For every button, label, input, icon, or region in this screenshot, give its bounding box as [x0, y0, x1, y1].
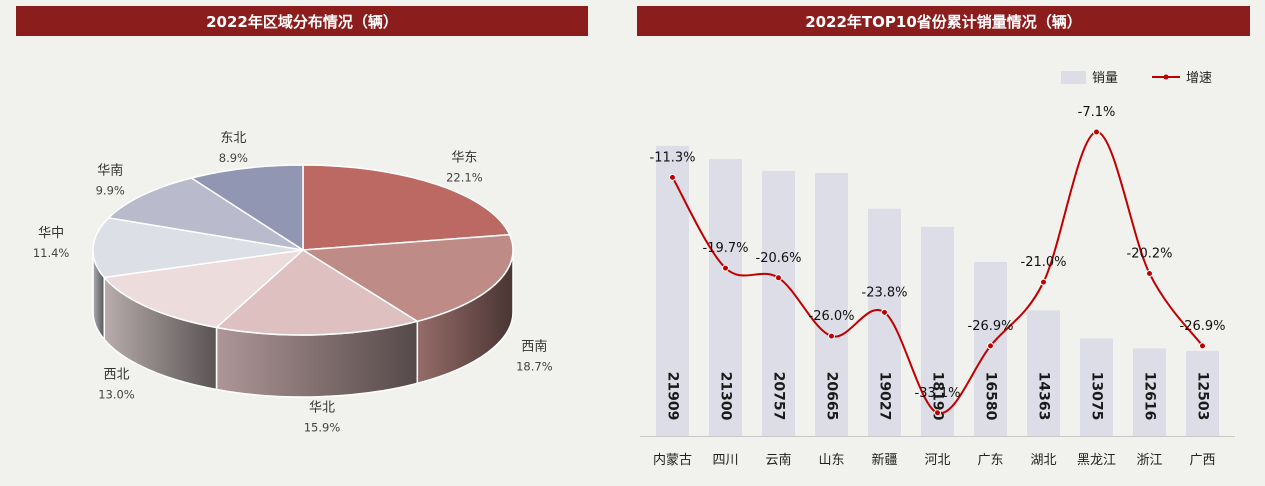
- x-axis: 内蒙古 四川 云南 山东 新疆 河北 广东 湖北 黑龙江 浙江 广西: [640, 436, 1235, 468]
- growth-value-label: -7.1%: [1078, 105, 1116, 120]
- growth-value-label: -11.3%: [650, 150, 696, 165]
- bar-value-label: 21909: [665, 372, 681, 421]
- growth-point: [1093, 128, 1100, 136]
- bar-广西: [1186, 350, 1219, 436]
- pie-slice-华北: [214, 249, 420, 336]
- x-tick-label: 浙江: [1136, 453, 1162, 468]
- pie-slice-西南: [300, 233, 514, 323]
- growth-value-label: -21.0%: [1021, 255, 1067, 270]
- pie-percent-label: 11.4%: [33, 246, 70, 260]
- growth-point: [987, 342, 994, 350]
- pie-slice-华南: [107, 177, 304, 251]
- growth-value-label: -26.9%: [968, 319, 1014, 334]
- pie-slices: [92, 164, 514, 336]
- pie-chart-title: 2022年区域分布情况（辆）: [16, 6, 588, 36]
- bar-value-label: 18190: [930, 372, 946, 421]
- legend-line-label: 增速: [1186, 71, 1212, 86]
- pie-percent-label: 18.7%: [516, 359, 553, 373]
- bar-value-labels: 21909 21300 20757 20665 19027 18190 16580 14363…: [665, 372, 1211, 421]
- pie-percent-label: 8.9%: [219, 151, 248, 165]
- pie-percent-label: 22.1%: [446, 171, 483, 185]
- x-tick-label: 山东: [818, 453, 844, 468]
- growth-value-label: -26.0%: [809, 309, 855, 324]
- pie-walls: [92, 249, 514, 398]
- legend-bar-label: 销量: [1092, 71, 1118, 86]
- bar-value-label: 21300: [718, 372, 734, 421]
- bar-黑龙江: [1080, 338, 1113, 436]
- bar-内蒙古: [656, 145, 689, 436]
- pie-category-label: 西南: [521, 338, 547, 354]
- bar-line-chart-panel: 2022年TOP10省份累计销量情况（辆） 销量 增速 21909 21300 20…: [630, 0, 1265, 486]
- legend: 销量 增速: [1061, 71, 1212, 86]
- bar-value-label: 20665: [824, 372, 840, 421]
- growth-value-label: -20.6%: [756, 251, 802, 266]
- pie-slice-西北: [102, 248, 306, 329]
- x-tick-label: 云南: [765, 452, 791, 468]
- pie-chart: 华东 22.1% 西南 18.7% 华北 15.9% 西北 13.0% 华中 11.4% 华南 9.9…: [33, 131, 553, 435]
- growth-labels: -11.3% -19.7% -20.6% -26.0% -23.8% -33.1% -26.…: [650, 105, 1226, 401]
- growth-value-label: -33.1%: [915, 386, 961, 401]
- growth-point: [934, 409, 941, 417]
- growth-point: [722, 264, 729, 272]
- bar-chart-title: 2022年TOP10省份累计销量情况（辆）: [637, 6, 1250, 36]
- pie-percent-label: 13.0%: [98, 388, 135, 402]
- pie-slice-东北: [189, 164, 304, 252]
- pie-category-label: 华中: [38, 226, 64, 241]
- bar-四川: [709, 159, 742, 436]
- pie-category-label: 西北: [103, 368, 129, 383]
- growth-value-label: -20.2%: [1127, 246, 1173, 261]
- pie-category-label: 华南: [97, 162, 123, 178]
- bar-value-label: 12616: [1142, 372, 1158, 421]
- bar-value-label: 19027: [877, 372, 893, 421]
- pie-labels: 华东 22.1% 西南 18.7% 华北 15.9% 西北 13.0% 华中 11.4% 华南 9.9…: [33, 131, 553, 435]
- bar-value-label: 20757: [771, 372, 787, 421]
- growth-point: [1146, 269, 1153, 277]
- bars: [656, 145, 1219, 436]
- pie-category-label: 东北: [220, 131, 246, 146]
- x-tick-label: 黑龙江: [1077, 453, 1116, 468]
- bar-value-label: 13075: [1089, 372, 1105, 421]
- pie-chart-panel: 2022年区域分布情况（辆） 华东 22.1% 西南 18.7% 华北 15.9% 西北 13…: [0, 0, 600, 486]
- x-tick-label: 内蒙古: [653, 452, 692, 468]
- growth-value-label: -26.9%: [1180, 319, 1226, 334]
- bar-新疆: [868, 208, 901, 436]
- growth-point: [828, 332, 835, 340]
- x-tick-label: 河北: [924, 453, 950, 468]
- growth-point: [881, 308, 888, 316]
- growth-line: [669, 128, 1206, 417]
- growth-point: [1040, 278, 1047, 286]
- bar-value-label: 16580: [983, 372, 999, 421]
- bar-云南: [762, 170, 795, 436]
- x-tick-label: 广西: [1189, 453, 1215, 468]
- legend-bar-swatch: [1061, 71, 1086, 84]
- pie-percent-label: 9.9%: [96, 183, 125, 197]
- bar-浙江: [1133, 348, 1166, 436]
- pie-slice-华中: [92, 217, 304, 279]
- bar-value-label: 12503: [1195, 372, 1211, 421]
- growth-point: [775, 274, 782, 282]
- bar-value-label: 14363: [1036, 372, 1052, 421]
- pie-category-label: 华北: [309, 401, 335, 416]
- x-tick-label: 广东: [977, 453, 1003, 468]
- bar-湖北: [1027, 310, 1060, 436]
- growth-point: [669, 173, 676, 181]
- bar-line-chart: 销量 增速 21909 21300 20757 20665 19027 18190 1658…: [640, 71, 1235, 468]
- pie-slice-华东: [302, 164, 511, 251]
- bar-山东: [815, 172, 848, 436]
- legend-line-marker: [1163, 74, 1169, 80]
- growth-value-label: -23.8%: [862, 285, 908, 300]
- pie-category-label: 华东: [451, 151, 477, 166]
- x-tick-label: 四川: [712, 453, 738, 468]
- growth-point: [1199, 342, 1206, 350]
- growth-value-label: -19.7%: [703, 241, 749, 256]
- x-tick-label: 新疆: [871, 452, 897, 468]
- growth-line-path: [671, 130, 1204, 414]
- pie-percent-label: 15.9%: [304, 421, 341, 435]
- x-tick-label: 湖北: [1030, 453, 1056, 468]
